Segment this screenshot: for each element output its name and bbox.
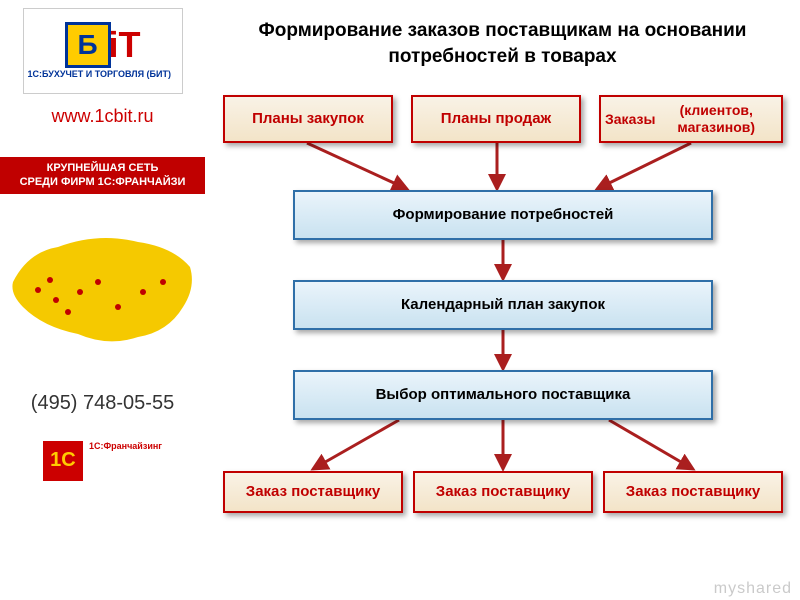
page-title: Формирование заказов поставщикам на осно… [219, 18, 786, 69]
flow-node-p3: Выбор оптимального поставщика [293, 370, 713, 420]
flowchart: Планы закупок Планы продаж Заказы(клиентов… [219, 95, 786, 575]
phone-number: (495) 748-05-55 [31, 392, 174, 415]
flow-node-p2: Календарный план закупок [293, 280, 713, 330]
flow-node-in2: Планы продаж [411, 95, 581, 143]
tagline-line2: СРЕДИ ФИРМ 1С:ФРАНЧАЙЗИ [20, 176, 186, 188]
onec-logo: 1C 1С:Франчайзинг [43, 441, 162, 481]
tagline: КРУПНЕЙШАЯ СЕТЬ СРЕДИ ФИРМ 1С:ФРАНЧАЙЗИ [0, 157, 205, 194]
watermark: myshared [714, 580, 792, 598]
flow-node-o3: Заказ поставщику [603, 471, 783, 513]
onec-text: 1С:Франчайзинг [89, 441, 162, 451]
edge-p3-o1 [313, 420, 399, 469]
russia-map [8, 212, 198, 362]
tagline-line1: КРУПНЕЙШАЯ СЕТЬ [47, 162, 159, 174]
edge-p3-o3 [609, 420, 693, 469]
flow-node-in1: Планы закупок [223, 95, 393, 143]
flow-node-in3: Заказы(клиентов, магазинов) [599, 95, 783, 143]
logo-it-glyph: іТ [109, 24, 141, 66]
sidebar: Б іТ 1С:БУХУЧЕТ И ТОРГОВЛЯ (БИТ) www.1cb… [0, 0, 205, 600]
edge-in1-p1 [307, 143, 407, 189]
logo-b-glyph: Б [65, 22, 111, 68]
company-url: www.1cbit.ru [51, 106, 153, 127]
flow-node-o2: Заказ поставщику [413, 471, 593, 513]
flow-node-p1: Формирование потребностей [293, 190, 713, 240]
company-logo: Б іТ 1С:БУХУЧЕТ И ТОРГОВЛЯ (БИТ) [23, 8, 183, 94]
flow-node-o1: Заказ поставщику [223, 471, 403, 513]
edge-in3-p1 [597, 143, 691, 189]
main-content: Формирование заказов поставщикам на осно… [205, 0, 800, 600]
map-svg [8, 212, 198, 362]
onec-badge: 1C [43, 441, 83, 481]
logo-subtext: 1С:БУХУЧЕТ И ТОРГОВЛЯ (БИТ) [28, 70, 178, 80]
